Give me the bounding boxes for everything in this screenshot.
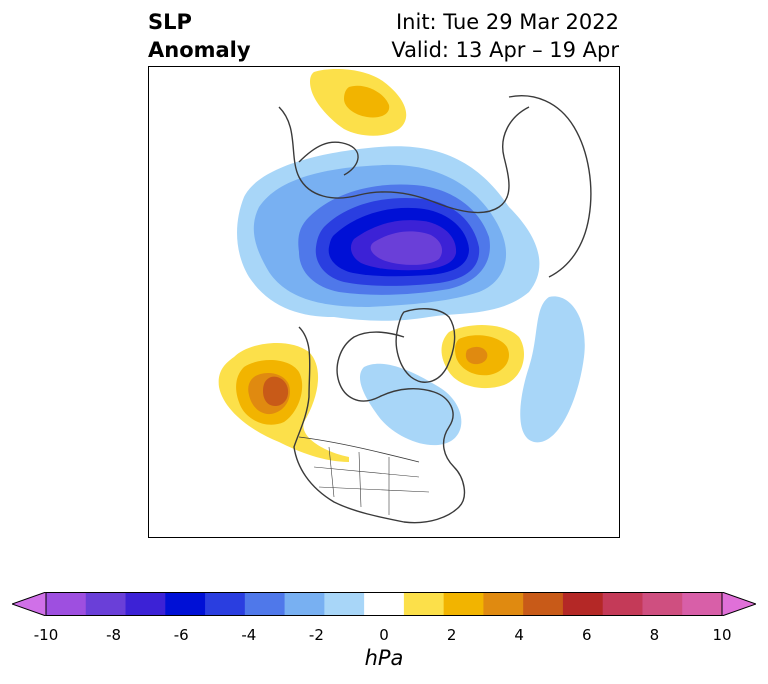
colorbar-bin bbox=[602, 592, 643, 616]
colorbar-bin bbox=[562, 592, 604, 616]
colorbar-tick-label: 10 bbox=[712, 626, 732, 644]
colorbar-bin bbox=[125, 592, 166, 616]
coastline-greenland bbox=[395, 308, 456, 383]
high-europe-2 bbox=[344, 85, 390, 118]
colorbar-tick-label: 4 bbox=[514, 626, 524, 644]
colorbar-tick-label: 8 bbox=[649, 626, 660, 644]
colorbar-bin bbox=[642, 592, 683, 616]
coastlines bbox=[278, 95, 592, 524]
colorbar-bin bbox=[46, 592, 87, 616]
high-greenland-3 bbox=[465, 346, 488, 365]
colorbar-under-arrow bbox=[12, 592, 47, 616]
coastline-north-america bbox=[293, 326, 466, 524]
date-info: Init: Tue 29 Mar 2022 Valid: 13 Apr – 19… bbox=[391, 8, 619, 64]
colorbar-bin bbox=[165, 592, 206, 616]
title-line1: SLP bbox=[148, 10, 192, 34]
colorbar-tick-label: 0 bbox=[379, 626, 389, 644]
colorbar-tick-label: -10 bbox=[33, 626, 59, 644]
colorbar-unit-label: hPa bbox=[364, 646, 404, 670]
map-title: SLP Anomaly bbox=[148, 8, 251, 64]
slp-anomaly-map bbox=[148, 66, 620, 538]
colorbar-tick-label: 2 bbox=[446, 626, 457, 644]
colorbar-bin bbox=[244, 592, 286, 616]
colorbar-bin bbox=[403, 592, 445, 616]
colorbar-bin bbox=[443, 592, 484, 616]
colorbar-frame bbox=[45, 592, 723, 616]
colorbar-tick-label: -2 bbox=[308, 626, 324, 644]
coastline-asia-east bbox=[508, 95, 592, 278]
colorbar-bin bbox=[85, 592, 127, 616]
colorbar-over-arrow bbox=[721, 592, 756, 616]
colorbar-tick-label: 6 bbox=[582, 626, 592, 644]
colorbar-bin bbox=[324, 592, 365, 616]
colorbar-bin bbox=[523, 592, 564, 616]
colorbar-bin bbox=[284, 592, 325, 616]
map-svg bbox=[218, 69, 592, 524]
coastline-scandinavia bbox=[298, 141, 359, 176]
init-date: Init: Tue 29 Mar 2022 bbox=[395, 10, 619, 34]
colorbar-tick-label: -6 bbox=[173, 626, 189, 644]
colorbar-tick-label: -4 bbox=[241, 626, 257, 644]
positive-anomaly-field bbox=[218, 69, 524, 462]
anomaly-contour-minus7 bbox=[370, 231, 443, 265]
anomaly-contour-blue-right bbox=[520, 296, 585, 443]
high-pacific-4 bbox=[263, 376, 289, 406]
colorbar bbox=[12, 592, 756, 616]
colorbar-bin bbox=[205, 592, 246, 616]
valid-range: Valid: 13 Apr – 19 Apr bbox=[391, 38, 619, 62]
colorbar-bin bbox=[483, 592, 524, 616]
border-us-canada bbox=[298, 436, 420, 463]
colorbar-tick-label: -8 bbox=[106, 626, 122, 644]
colorbar-bin bbox=[364, 592, 405, 616]
anomaly-contour-blue-hudson bbox=[359, 363, 462, 446]
negative-anomaly-field bbox=[237, 146, 585, 446]
coastline-eurasia bbox=[278, 106, 530, 214]
border-states bbox=[313, 446, 430, 515]
title-line2: Anomaly bbox=[148, 38, 251, 62]
colorbar-bin bbox=[682, 592, 723, 616]
